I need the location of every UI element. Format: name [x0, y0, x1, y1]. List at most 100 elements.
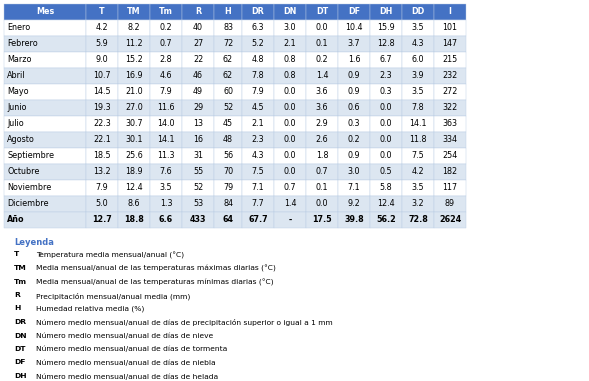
- Bar: [86, 212, 118, 228]
- Text: 0.1: 0.1: [316, 40, 328, 48]
- Bar: [338, 20, 370, 36]
- Bar: [86, 20, 118, 36]
- Text: 2.3: 2.3: [380, 72, 392, 80]
- Text: R: R: [14, 292, 20, 298]
- Text: 7.9: 7.9: [160, 88, 173, 96]
- Text: 0.2: 0.2: [316, 56, 328, 64]
- Bar: [370, 212, 402, 228]
- Bar: [434, 164, 466, 180]
- Bar: [402, 196, 434, 212]
- Text: 8.6: 8.6: [128, 200, 140, 208]
- Text: TM: TM: [14, 265, 27, 271]
- Bar: [86, 164, 118, 180]
- Bar: [242, 20, 274, 36]
- Bar: [370, 132, 402, 148]
- Text: Temperatura media mensual/anual (°C): Temperatura media mensual/anual (°C): [36, 251, 184, 259]
- Text: 147: 147: [442, 40, 458, 48]
- Text: 40: 40: [193, 24, 203, 32]
- Bar: [306, 4, 338, 20]
- Text: 5.9: 5.9: [95, 40, 108, 48]
- Text: 4.3: 4.3: [412, 40, 424, 48]
- Bar: [182, 212, 214, 228]
- Bar: [214, 68, 242, 84]
- Bar: [306, 164, 338, 180]
- Text: 2.9: 2.9: [316, 120, 329, 128]
- Bar: [242, 196, 274, 212]
- Bar: [4, 36, 86, 52]
- Bar: [306, 100, 338, 116]
- Text: 31: 31: [193, 152, 203, 160]
- Bar: [118, 132, 150, 148]
- Text: 15.2: 15.2: [125, 56, 143, 64]
- Text: 5.2: 5.2: [252, 40, 264, 48]
- Text: 19.3: 19.3: [93, 104, 111, 112]
- Text: 18.8: 18.8: [124, 216, 144, 224]
- Bar: [86, 68, 118, 84]
- Bar: [370, 148, 402, 164]
- Bar: [274, 212, 306, 228]
- Bar: [182, 36, 214, 52]
- Bar: [274, 164, 306, 180]
- Bar: [214, 4, 242, 20]
- Bar: [370, 180, 402, 196]
- Bar: [242, 132, 274, 148]
- Bar: [242, 164, 274, 180]
- Text: DH: DH: [14, 373, 27, 379]
- Text: Junio: Junio: [7, 104, 27, 112]
- Bar: [4, 116, 86, 132]
- Text: Humedad relativa media (%): Humedad relativa media (%): [36, 306, 144, 312]
- Text: Número medio mensual/anual de días de precipitación superior o igual a 1 mm: Número medio mensual/anual de días de pr…: [36, 319, 333, 326]
- Text: 7.9: 7.9: [95, 184, 108, 192]
- Text: 52: 52: [223, 104, 233, 112]
- Bar: [150, 180, 182, 196]
- Text: 0.9: 0.9: [348, 88, 360, 96]
- Text: Octubre: Octubre: [7, 168, 39, 176]
- Bar: [150, 212, 182, 228]
- Text: 2.8: 2.8: [160, 56, 173, 64]
- Bar: [402, 84, 434, 100]
- Bar: [274, 196, 306, 212]
- Bar: [274, 84, 306, 100]
- Text: 11.8: 11.8: [409, 136, 427, 144]
- Bar: [306, 148, 338, 164]
- Bar: [338, 148, 370, 164]
- Text: 6.3: 6.3: [252, 24, 264, 32]
- Bar: [182, 84, 214, 100]
- Bar: [182, 68, 214, 84]
- Text: Número medio mensual/anual de días de niebla: Número medio mensual/anual de días de ni…: [36, 360, 216, 366]
- Text: 27.0: 27.0: [125, 104, 143, 112]
- Bar: [338, 180, 370, 196]
- Text: 7.1: 7.1: [348, 184, 360, 192]
- Bar: [86, 4, 118, 20]
- Text: 21.0: 21.0: [125, 88, 143, 96]
- Text: 0.0: 0.0: [316, 24, 328, 32]
- Text: 215: 215: [442, 56, 458, 64]
- Text: DR: DR: [252, 8, 264, 16]
- Bar: [370, 68, 402, 84]
- Text: Mayo: Mayo: [7, 88, 29, 96]
- Text: 2.1: 2.1: [284, 40, 296, 48]
- Text: 10.4: 10.4: [345, 24, 363, 32]
- Text: 7.7: 7.7: [252, 200, 264, 208]
- Bar: [274, 132, 306, 148]
- Bar: [4, 100, 86, 116]
- Text: 0.0: 0.0: [316, 200, 328, 208]
- Bar: [182, 196, 214, 212]
- Text: T: T: [99, 8, 105, 16]
- Bar: [306, 84, 338, 100]
- Text: 9.2: 9.2: [348, 200, 360, 208]
- Bar: [150, 4, 182, 20]
- Bar: [118, 4, 150, 20]
- Text: 3.5: 3.5: [412, 184, 424, 192]
- Text: 3.9: 3.9: [412, 72, 424, 80]
- Text: 3.5: 3.5: [160, 184, 173, 192]
- Bar: [274, 36, 306, 52]
- Bar: [434, 84, 466, 100]
- Text: 1.4: 1.4: [284, 200, 296, 208]
- Bar: [306, 68, 338, 84]
- Text: 60: 60: [223, 88, 233, 96]
- Bar: [402, 116, 434, 132]
- Text: 0.0: 0.0: [380, 152, 392, 160]
- Bar: [118, 52, 150, 68]
- Bar: [242, 4, 274, 20]
